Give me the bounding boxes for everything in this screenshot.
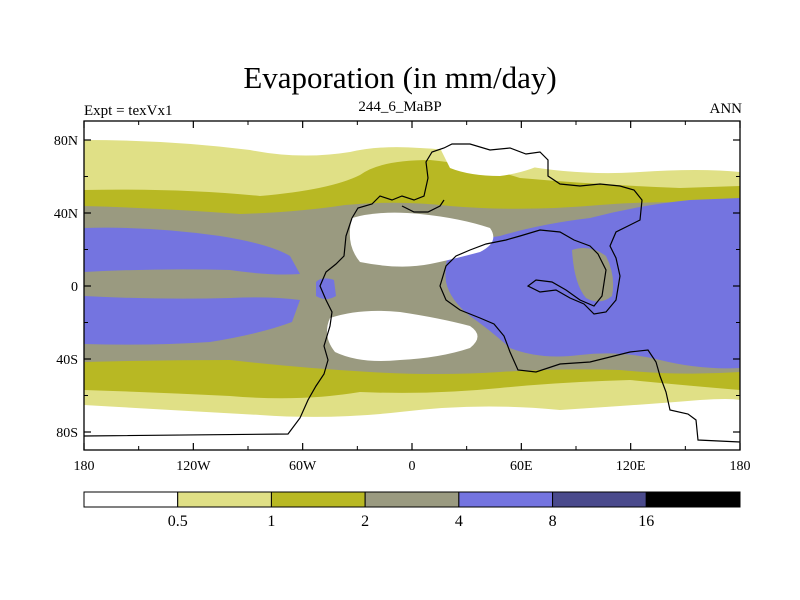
lon-tick-label: 120W [176,459,211,474]
lon-tick-label: 180 [730,459,751,474]
colorbar-label: 1 [267,513,275,530]
colorbar-label: 4 [455,513,463,530]
field-white-continent-north [349,212,494,267]
lon-tick-label: 120E [616,459,646,474]
colorbar-swatch [458,491,554,508]
coastline-west [84,217,353,437]
lat-tick-label: 80S [56,426,78,441]
lat-tick-label: 40S [56,353,78,368]
time-label: 244_6_MaBP [358,99,442,115]
field-blue-west [84,227,300,275]
colorbar-label: 16 [638,513,654,530]
season-label: ANN [709,101,743,117]
field-white-south [84,399,740,450]
evaporation-map [84,121,740,450]
colorbar-swatch [645,491,741,508]
longitude-axis: 180 120W 60W 0 60E 120E 180 [74,121,751,474]
lat-tick-label: 40N [54,207,78,222]
latitude-axis: 80N 40N 0 40S 80S [54,134,740,441]
chart-title: Evaporation (in mm/day) [243,60,557,95]
colorbar-label: 0.5 [168,513,188,530]
experiment-label: Expt = texVx1 [84,103,173,119]
field-white-north [84,121,740,174]
colorbar-swatch [270,491,366,508]
lon-tick-label: 60W [289,459,317,474]
colorbar-label: 8 [549,513,557,530]
continent-outlines [84,143,740,443]
lat-tick-label: 0 [71,280,78,295]
lon-tick-label: 180 [74,459,95,474]
field-gray-continent [340,274,440,302]
colorbar-swatch [552,491,647,508]
field-blue-west-south [84,296,300,345]
colorbar-swatch [83,491,179,508]
coastline-inlet [401,199,445,213]
colorbar-label: 2 [361,513,369,530]
lon-tick-label: 0 [409,459,416,474]
field-blue-coast [316,278,336,299]
colorbar: 0.5 1 2 4 8 16 [83,491,741,530]
field-white-continent-south [326,310,478,361]
colorbar-swatch [364,491,460,508]
coastline-main [351,143,740,443]
lon-tick-label: 60E [510,459,533,474]
field-white-arctic [440,141,550,176]
colorbar-swatch [177,491,272,508]
lat-tick-label: 80N [54,134,78,149]
